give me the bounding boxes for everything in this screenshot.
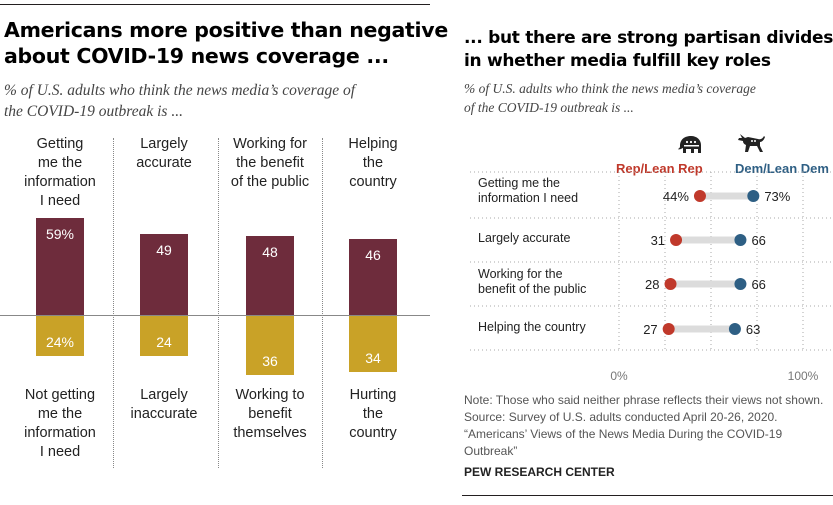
row-category-label: Working for the benefit of the public (478, 267, 587, 296)
rep-dot (662, 323, 675, 335)
bar-negative-value: 36 (262, 353, 278, 370)
right-bottom-rule (462, 495, 833, 496)
category-label-positive: Largely accurate (136, 136, 192, 171)
category-label-negative: Working to benefit themselves (233, 387, 307, 441)
left-top-rule (0, 4, 430, 5)
right-title-line2: in whether media fulfill key roles (464, 51, 771, 71)
row-category-label: Getting me the information I need (478, 176, 579, 205)
bar-negative-value: 24% (45, 333, 75, 350)
right-title-line1: ... but there are strong partisan divide… (464, 28, 833, 48)
rep-value-label: 28 (645, 277, 659, 292)
bar-positive (36, 217, 84, 315)
dem-dot (747, 190, 760, 202)
left-subtitle-line1: % of U.S. adults who think the news medi… (4, 82, 356, 99)
bar-negative (36, 316, 84, 356)
left-title-line1: Americans more positive than negative (4, 18, 448, 42)
category-label-positive: Working for the benefit of the public (230, 136, 310, 190)
bar-positive (140, 234, 188, 315)
elephant-icon (678, 136, 701, 153)
row-category-label: Helping the country (478, 320, 586, 334)
dem-value-label: 66 (751, 277, 765, 292)
category-label-positive: Getting me the information I need (24, 136, 96, 209)
bar-negative-value: 24 (156, 333, 172, 350)
column-divider (113, 138, 114, 468)
bar-positive-value: 49 (156, 242, 172, 259)
rep-dot (670, 234, 683, 246)
rep-value-label: 31 (651, 233, 665, 248)
dem-value-label: 73% (764, 189, 790, 204)
category-label-negative: Largely inaccurate (130, 387, 198, 422)
rep-value-label: 27 (643, 322, 657, 337)
report-title-line2: Outbreak” (464, 444, 518, 458)
dem-dot (734, 234, 747, 246)
right-subtitle-line2: of the COVID-19 outbreak is ... (464, 100, 634, 115)
dem-value-label: 66 (751, 233, 765, 248)
rep-value-label: 44% (663, 189, 689, 204)
category-label-positive: Helping the country (348, 136, 398, 190)
report-title-line1: “Americans’ Views of the News Media Duri… (464, 427, 783, 441)
note-text: Note: Those who said neither phrase refl… (464, 393, 824, 407)
bar-negative (349, 316, 397, 373)
left-subtitle-line2: the COVID-19 outbreak is ... (4, 103, 183, 120)
bar-positive-value: 48 (262, 243, 278, 260)
row-category-label: Largely accurate (478, 231, 571, 245)
donkey-icon (738, 134, 765, 152)
bar-positive-value: 59% (45, 225, 75, 242)
bar-negative (246, 316, 294, 376)
bar-positive (349, 239, 397, 315)
column-divider (218, 138, 219, 468)
rep-dot (664, 278, 677, 290)
rep-legend-label: Rep/Lean Rep (616, 161, 703, 176)
dem-dot (734, 278, 747, 290)
axis-min-label: 0% (610, 369, 628, 383)
column-divider (322, 138, 323, 468)
zero-line (0, 315, 430, 316)
category-label-negative: Not getting me the information I need (24, 387, 96, 460)
org-name: PEW RESEARCH CENTER (464, 465, 615, 479)
right-subtitle-line1: % of U.S. adults who think the news medi… (464, 81, 756, 96)
left-title-line2: about COVID-19 news coverage ... (4, 44, 389, 68)
dem-dot (728, 323, 741, 335)
bar-negative (140, 316, 188, 356)
rep-dot (693, 190, 706, 202)
bar-positive (246, 235, 294, 315)
source-text: Source: Survey of U.S. adults conducted … (464, 410, 778, 424)
bar-positive-value: 46 (365, 247, 381, 264)
dem-value-label: 63 (746, 322, 760, 337)
axis-max-label: 100% (788, 369, 819, 383)
bar-negative-value: 34 (365, 350, 381, 367)
category-label-negative: Hurting the country (349, 387, 397, 441)
